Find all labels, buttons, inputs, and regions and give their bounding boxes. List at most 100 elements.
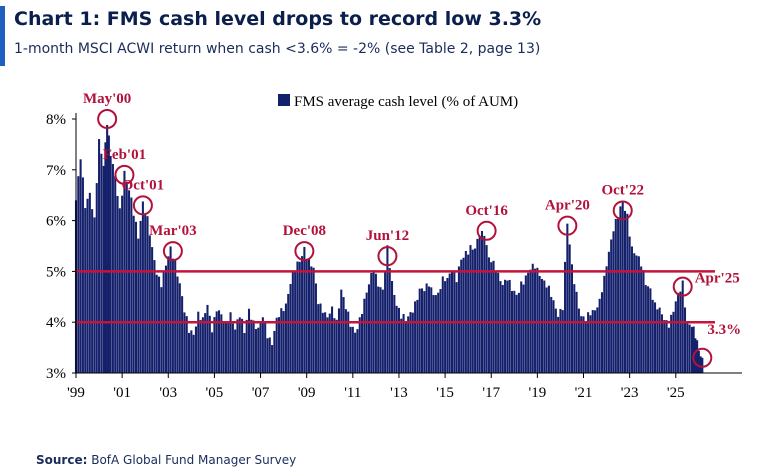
bar — [409, 312, 412, 373]
bar — [483, 235, 486, 373]
bar — [340, 289, 343, 373]
bar — [245, 319, 248, 373]
bar — [296, 261, 299, 373]
bar — [697, 350, 700, 373]
legend-label: FMS average cash level (% of AUM) — [294, 94, 518, 110]
bar — [427, 286, 430, 373]
bar — [121, 195, 124, 373]
bar — [98, 139, 101, 373]
bar — [381, 289, 384, 373]
bar — [79, 159, 82, 373]
bar — [118, 208, 121, 373]
bar — [287, 293, 290, 373]
bar — [552, 300, 555, 373]
bar — [215, 311, 218, 373]
bar — [158, 276, 161, 373]
bar — [573, 284, 576, 373]
bar — [457, 266, 460, 373]
annotation-circle — [612, 200, 633, 221]
bar — [324, 312, 327, 373]
annotation-label: Feb'01 — [103, 147, 146, 163]
bar — [660, 314, 663, 373]
bar — [275, 317, 278, 373]
bar — [213, 317, 216, 373]
bar — [407, 316, 410, 373]
bar — [561, 310, 564, 373]
y-axis-ticks: 3% 4% 5% 6% 7% 8% — [46, 112, 76, 382]
bar — [314, 283, 317, 373]
bar — [404, 321, 407, 373]
bar — [575, 291, 578, 373]
bar — [471, 249, 474, 373]
bar — [543, 280, 546, 373]
bar — [134, 221, 138, 373]
bar — [701, 357, 704, 373]
bar — [480, 230, 484, 373]
bar — [667, 327, 670, 373]
bar — [282, 311, 285, 373]
bar — [568, 244, 571, 373]
y-tick-label: 5% — [46, 264, 66, 280]
bar — [178, 283, 181, 373]
bar — [559, 308, 562, 373]
bar — [88, 192, 91, 373]
x-tick-label: '23 — [621, 385, 639, 401]
bar — [86, 198, 89, 373]
bar — [626, 213, 629, 373]
bar — [211, 332, 214, 373]
bar — [305, 258, 308, 373]
annotation-label: Jun'12 — [366, 228, 409, 244]
bar — [125, 181, 128, 373]
bar — [137, 238, 140, 373]
bar — [534, 268, 537, 373]
bar — [132, 215, 135, 373]
bar — [672, 311, 675, 373]
bar — [635, 255, 638, 373]
x-tick-label: '09 — [298, 385, 316, 401]
bar — [430, 287, 433, 373]
bar — [217, 310, 221, 373]
bar — [349, 326, 352, 373]
annotations: May'00 Feb'01 Oct'01 Mar'03 Dec'08 Jun'12 Oct'… — [83, 91, 741, 368]
bar — [109, 155, 112, 373]
bar — [153, 260, 156, 373]
bar — [326, 317, 329, 373]
bar — [367, 284, 370, 373]
bar — [647, 286, 650, 373]
bar — [358, 317, 361, 373]
annotation-label: May'00 — [83, 91, 131, 107]
x-tick-label: '15 — [436, 385, 454, 401]
y-tick-label: 7% — [46, 163, 66, 179]
bar — [580, 316, 583, 373]
bar — [379, 287, 382, 373]
x-tick-label: '19 — [529, 385, 547, 401]
bar — [441, 276, 444, 373]
bar — [476, 238, 479, 373]
bar — [106, 124, 109, 373]
bar — [208, 315, 211, 373]
bar-series — [74, 124, 704, 373]
bar — [220, 314, 223, 373]
bar — [160, 287, 163, 373]
bar — [531, 263, 534, 373]
x-tick-label: '13 — [390, 385, 408, 401]
bar — [515, 294, 518, 373]
bar — [93, 217, 96, 373]
annotation-label: Dec'08 — [283, 223, 326, 239]
bar — [589, 315, 592, 373]
bar — [524, 275, 527, 373]
annotation-label: Oct'22 — [601, 182, 644, 198]
bar — [280, 308, 283, 373]
bar — [183, 312, 186, 373]
annotation-circle — [132, 195, 153, 216]
bar — [354, 332, 357, 373]
bar — [146, 216, 149, 373]
y-tick-label: 4% — [46, 315, 66, 331]
bar — [141, 201, 144, 373]
bar — [386, 245, 389, 373]
bar — [550, 296, 553, 373]
bar — [591, 310, 594, 373]
bar — [397, 307, 400, 373]
bar — [460, 259, 463, 373]
annotation-label: Oct'01 — [122, 177, 165, 193]
